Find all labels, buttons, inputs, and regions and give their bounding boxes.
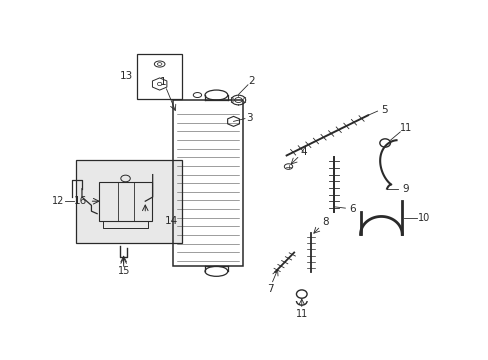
Text: 4: 4 — [300, 147, 306, 157]
Text: 13: 13 — [120, 72, 133, 81]
Text: 1: 1 — [160, 77, 166, 87]
Bar — [76, 159, 182, 243]
Text: 6: 6 — [348, 204, 355, 214]
Text: 11: 11 — [295, 309, 307, 319]
Text: 9: 9 — [401, 184, 407, 194]
Text: 14: 14 — [164, 216, 177, 226]
Text: 10: 10 — [417, 213, 429, 223]
Bar — [173, 100, 243, 266]
Text: 5: 5 — [380, 105, 386, 115]
Text: 7: 7 — [267, 284, 273, 294]
Text: 3: 3 — [245, 113, 252, 123]
Text: 16: 16 — [74, 196, 87, 206]
Text: 8: 8 — [322, 217, 328, 227]
Bar — [99, 182, 152, 221]
Text: 12: 12 — [52, 196, 64, 206]
Text: 2: 2 — [248, 76, 255, 86]
Text: 11: 11 — [399, 123, 411, 133]
Text: 15: 15 — [117, 266, 130, 275]
Bar — [137, 54, 182, 99]
